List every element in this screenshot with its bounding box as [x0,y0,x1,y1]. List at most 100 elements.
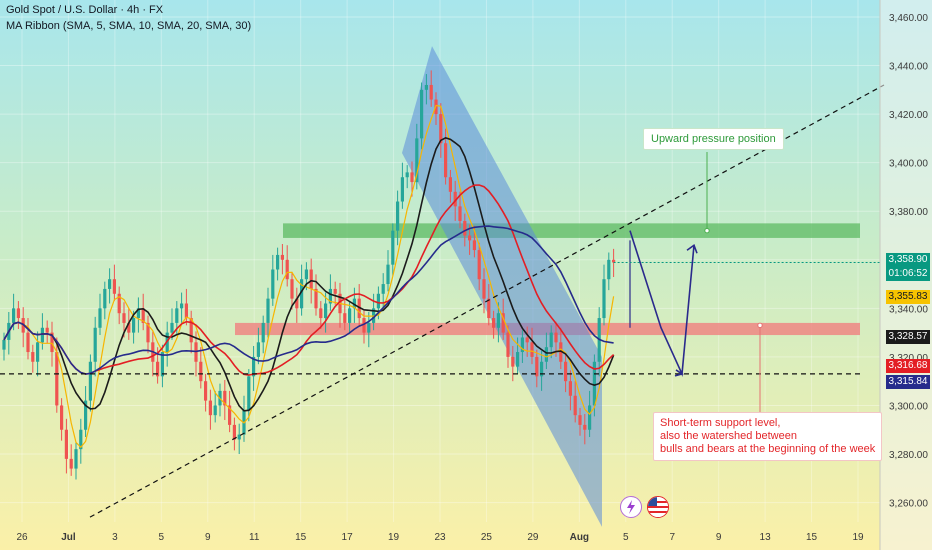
candle-body [530,342,534,357]
candle-body [280,254,284,260]
candle-body [2,339,6,350]
last-price: 3,358.90 [888,254,928,265]
candle-body [84,400,88,430]
candle-body [578,415,582,425]
candle-body [156,361,160,377]
candle-body [141,308,145,323]
candle-body [127,322,131,333]
upward-pressure-label[interactable]: Upward pressure position [643,128,784,150]
candle-body [424,84,428,90]
candle-body [564,361,568,382]
price-tick-label: 3,460.00 [889,13,928,24]
time-tick-label: 15 [295,532,307,543]
candle-body [132,318,136,333]
candle-body [559,342,563,362]
candle-body [232,424,236,440]
candle-body [348,308,352,323]
time-tick-label: 5 [623,532,629,543]
ma20-price-tag: 3,316.68 [886,359,930,373]
candle-body [376,293,380,309]
candle-body [352,298,356,309]
chart-title: Gold Spot / U.S. Dollar · 4h · FX [6,4,164,16]
candle-body [295,298,299,309]
time-tick-label: 19 [388,532,400,543]
us-flag-icon[interactable] [647,496,669,518]
short-term-support-label[interactable]: Short-term support level, also the water… [653,412,883,461]
trend-lines [0,84,885,518]
ma-line-30 [3,225,614,375]
candle-body [304,269,308,280]
candle-body [103,288,107,309]
candle-body [544,347,548,362]
candle-body [160,352,164,377]
forecast-arrowhead-up [686,243,698,254]
candle-body [448,177,452,192]
time-tick-label: Aug [570,532,589,543]
ma10-price-tag: 3,328.57 [886,330,930,344]
price-tick-label: 3,420.00 [889,110,928,121]
price-tick-label: 3,300.00 [889,401,928,412]
candle-body [64,429,68,459]
grid [0,0,880,522]
candle-body [583,424,587,430]
support-marker [757,322,763,329]
candle-body [343,313,347,323]
candle-body [60,405,64,430]
candle-body [98,308,102,328]
candle-body [410,172,414,183]
candle-body [525,337,529,343]
candle-body [256,342,260,357]
resistance-zone [283,223,860,238]
time-axis: 26 Jul 3 5 9 11 15 17 19 23 25 29 Aug 5 7 9 13 15 19 [16,532,864,543]
candle-body [568,381,572,396]
ma5-price-tag: 3,355.83 [886,290,930,304]
candle-body [213,405,217,416]
candle-body [444,143,448,178]
time-tick-label: 17 [342,532,354,543]
time-tick-label: 5 [159,532,165,543]
candle-body [314,288,318,309]
candle-body [506,332,510,357]
candle-body [391,230,395,265]
time-tick-label: 26 [16,532,28,543]
candle-body [309,269,313,289]
time-tick-label: 19 [852,532,864,543]
candle-body [69,458,73,469]
candle-body [208,400,212,416]
support-label-line-2: also the watershed between [660,430,797,442]
support-label-line-3: bulls and bears at the beginning of the … [660,443,876,455]
candle-body [511,356,515,367]
lightning-icon[interactable] [620,496,642,518]
candle-body [554,332,558,343]
candle-body [324,303,328,319]
candle-body [429,84,433,100]
candle-body [602,279,606,319]
candle-body [108,279,112,289]
price-tick-label: 3,440.00 [889,62,928,73]
candle-body [549,332,553,348]
candle-body [285,259,289,280]
candle-body [266,298,270,323]
candle-body [472,240,476,251]
descending-channel [402,46,602,527]
candle-body [492,318,496,328]
candle-body [607,259,611,280]
candle-body [405,172,409,178]
indicator-legend[interactable]: MA Ribbon (SMA, 5, SMA, 10, SMA, 20, SMA… [6,20,252,32]
candle-body [237,434,241,440]
candle-body [328,288,332,304]
candle-body [396,201,400,231]
candle-body [74,449,78,469]
candle-body [612,259,616,263]
price-tick-label: 3,340.00 [889,304,928,315]
candle-body [189,318,193,343]
candle-body [573,395,577,416]
candle-body [175,308,179,323]
time-tick-label: 13 [760,532,772,543]
time-tick-label: 29 [527,532,539,543]
moving-averages [3,104,615,449]
ma-line-5 [3,104,615,449]
candle-body [439,114,443,144]
candle-body [12,308,16,323]
